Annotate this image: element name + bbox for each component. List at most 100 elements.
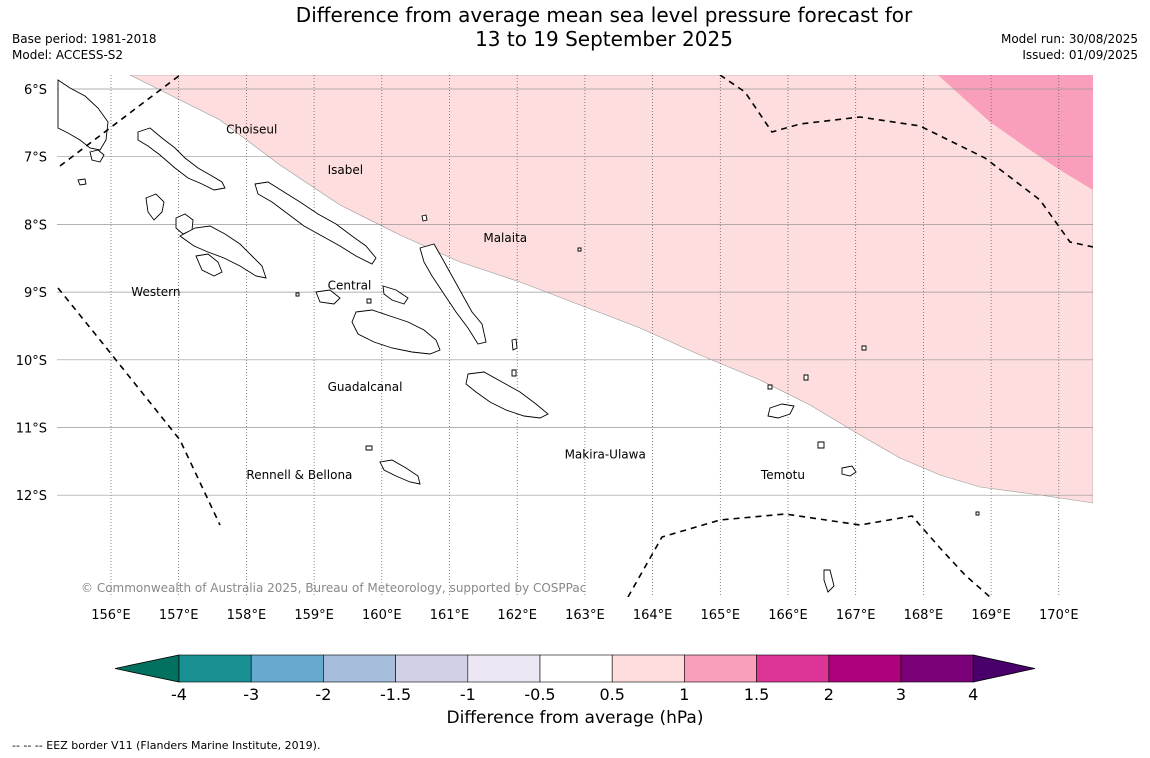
graticule [57, 75, 1093, 597]
island-vanikoro [841, 465, 857, 477]
place-label: Temotu [760, 468, 805, 482]
longitude-label: 170°E [1039, 608, 1079, 623]
eez-border-north-east [719, 75, 1093, 248]
island-reef-1 [861, 345, 867, 351]
title-line-2: 13 to 19 September 2025 [475, 27, 733, 51]
place-labels: Choiseul Isabel Malaita Western Central Guada… [131, 123, 805, 482]
island-santa-cruz [767, 403, 795, 419]
island-tikopia [823, 569, 835, 593]
island-rennell [379, 459, 421, 485]
island-new-georgia [179, 225, 267, 279]
chart-title: Difference from average mean sea level p… [254, 3, 954, 51]
longitude-label: 164°E [633, 608, 673, 623]
colorbar-tick-label: -1 [460, 685, 476, 704]
colorbar-segment [900, 654, 974, 683]
colorbar-tick-label: 4 [968, 685, 978, 704]
map-area [57, 75, 1093, 597]
model-run: Model run: 30/08/2025 [1000, 32, 1138, 46]
colorbar-tick-label: -0.5 [524, 685, 555, 704]
island-duff [803, 374, 809, 381]
latitude-label: 10°S [16, 354, 47, 369]
island-small-central-2 [366, 298, 372, 304]
eez-note: -- -- -- EEZ border V11 (Flanders Marine… [12, 739, 321, 752]
island-isabel [254, 181, 377, 265]
longitude-labels: 156°E 157°E 158°E 159°E 160°E 161°E 162°E 163°E… [91, 608, 1078, 623]
island-anuta [975, 511, 980, 516]
longitude-label: 161°E [430, 608, 470, 623]
latitude-label: 11°S [16, 422, 47, 437]
island-florida [315, 289, 341, 305]
place-label: Isabel [328, 163, 363, 177]
latitude-label: 8°S [24, 218, 47, 233]
colorbar-segment [756, 654, 830, 683]
longitude-label: 158°E [227, 608, 267, 623]
colorbar-tick-label: 1.5 [744, 685, 769, 704]
latitude-labels: 6°S 7°S 8°S 9°S 10°S 11°S 12°S [16, 83, 47, 504]
latitude-label: 9°S [24, 286, 47, 301]
base-period: Base period: 1981-2018 [12, 32, 157, 46]
island-small-isabel [421, 214, 428, 222]
title-line-1: Difference from average mean sea level p… [295, 3, 913, 27]
colorbar-over-arrow [972, 654, 1036, 683]
longitude-label: 163°E [565, 608, 605, 623]
island-vella-lavella [145, 193, 165, 221]
island-bellona [365, 445, 373, 451]
colorbar-segment [467, 654, 541, 683]
place-label: Western [131, 285, 180, 299]
copyright-notice: © Commonwealth of Australia 2025, Bureau… [81, 581, 586, 595]
colorbar-segment [611, 654, 685, 683]
colorbar-tick-label: 2 [824, 685, 834, 704]
pressure-band-0-5-to-1 [129, 75, 1093, 504]
place-label: Malaita [483, 231, 527, 245]
longitude-label: 168°E [904, 608, 944, 623]
longitude-label: 169°E [971, 608, 1011, 623]
longitude-label: 159°E [294, 608, 334, 623]
eez-borders [57, 75, 1093, 597]
longitude-label: 162°E [497, 608, 537, 623]
place-label: Guadalcanal [328, 380, 403, 394]
colorbar-segment [323, 654, 396, 683]
island-small-west [77, 178, 87, 186]
colorbar-segment [684, 654, 757, 683]
island-small-makira [511, 369, 517, 377]
island-rendova [195, 253, 223, 277]
island-bougainville [57, 79, 109, 151]
island-sikaiana [577, 247, 582, 252]
latitude-label: 12°S [16, 489, 47, 504]
latitude-label: 7°S [24, 151, 47, 166]
longitude-label: 166°E [768, 608, 808, 623]
longitude-label: 157°E [159, 608, 199, 623]
island-makira [465, 371, 549, 419]
model-name: Model: ACCESS-S2 [12, 48, 124, 62]
colorbar-under-arrow [114, 654, 180, 683]
colorbar-tick-label: 0.5 [599, 685, 624, 704]
colorbar-segment [250, 654, 324, 683]
place-label: Makira-Ulawa [565, 448, 646, 462]
island-shortland [89, 149, 105, 163]
colorbar-tick-label: 3 [896, 685, 906, 704]
colorbar-tick-label: 1 [679, 685, 689, 704]
colorbar-tick-label: -4 [171, 685, 187, 704]
colorbar-segment [178, 654, 252, 683]
latitude-label: 6°S [24, 83, 47, 98]
colorbar-segment [828, 654, 902, 683]
colorbar-segment [539, 654, 613, 683]
colorbar-segment [395, 654, 469, 683]
island-reef-2 [767, 384, 773, 390]
island-ulawa [511, 338, 518, 351]
place-label: Choiseul [226, 123, 277, 137]
islands [57, 79, 980, 593]
island-small-central [295, 292, 300, 297]
colorbar-tick-label: -3 [243, 685, 259, 704]
colorbar-title: Difference from average (hPa) [446, 708, 704, 728]
issued-date: Issued: 01/09/2025 [1022, 48, 1138, 62]
island-choiseul [137, 127, 226, 191]
longitude-label: 165°E [701, 608, 741, 623]
eez-border-west [57, 287, 221, 526]
eez-border-north-west [59, 75, 181, 167]
island-guadalcanal [351, 309, 441, 355]
island-malaita [419, 243, 487, 345]
colorbar-tick-label: -1.5 [380, 685, 411, 704]
longitude-label: 160°E [362, 608, 402, 623]
